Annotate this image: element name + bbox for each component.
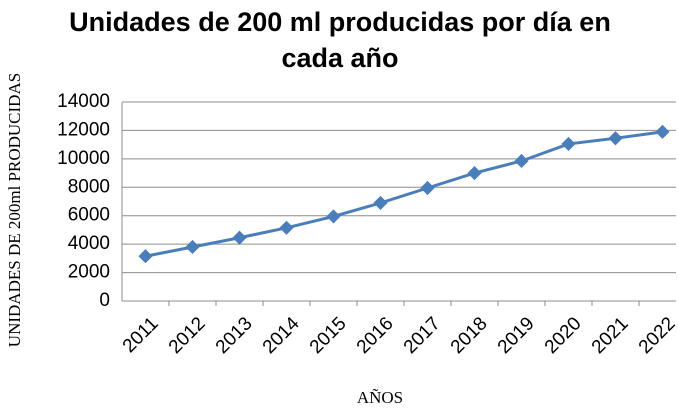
marker	[561, 136, 576, 152]
marker	[185, 239, 200, 255]
marker	[420, 180, 435, 196]
y-axis-label: UNIDADES DE 200ml PRODUCIDAS	[5, 73, 24, 347]
marker	[232, 230, 247, 245]
y-tick-label: 10000	[57, 148, 110, 169]
y-tick-label: 2000	[68, 262, 110, 283]
marker	[373, 195, 388, 210]
marker	[655, 124, 670, 139]
y-tick-label: 0	[99, 290, 110, 311]
marker	[326, 209, 341, 224]
marker	[279, 220, 294, 235]
x-tick-label: 2016	[353, 313, 398, 358]
x-tick-label: 2017	[400, 313, 445, 358]
marker	[608, 131, 623, 146]
y-tick-label: 4000	[68, 233, 110, 254]
x-tick-label: 2013	[212, 313, 257, 358]
y-tick-label: 6000	[68, 205, 110, 226]
chart-title: Unidades de 200 ml producidas por día en…	[69, 7, 611, 73]
x-axis-label: AÑOS	[357, 388, 403, 407]
line	[145, 130, 663, 258]
marker	[467, 166, 482, 181]
x-tick-label: 2021	[588, 313, 633, 358]
x-tick-label: 2014	[259, 313, 304, 358]
x-tick-label: 2022	[635, 313, 678, 358]
y-tick-label: 12000	[57, 119, 110, 140]
x-tick-label: 2019	[494, 313, 539, 358]
x-tick-label: 2018	[447, 313, 492, 358]
x-tick-label: 2020	[541, 313, 586, 358]
x-tick-label: 2011	[119, 313, 163, 357]
y-tick-label: 14000	[57, 91, 110, 112]
y-tick-label: 8000	[68, 176, 110, 197]
marker	[514, 153, 529, 169]
x-tick-label: 2012	[165, 313, 210, 358]
x-tick-label: 2015	[306, 313, 351, 358]
marker	[138, 249, 153, 264]
